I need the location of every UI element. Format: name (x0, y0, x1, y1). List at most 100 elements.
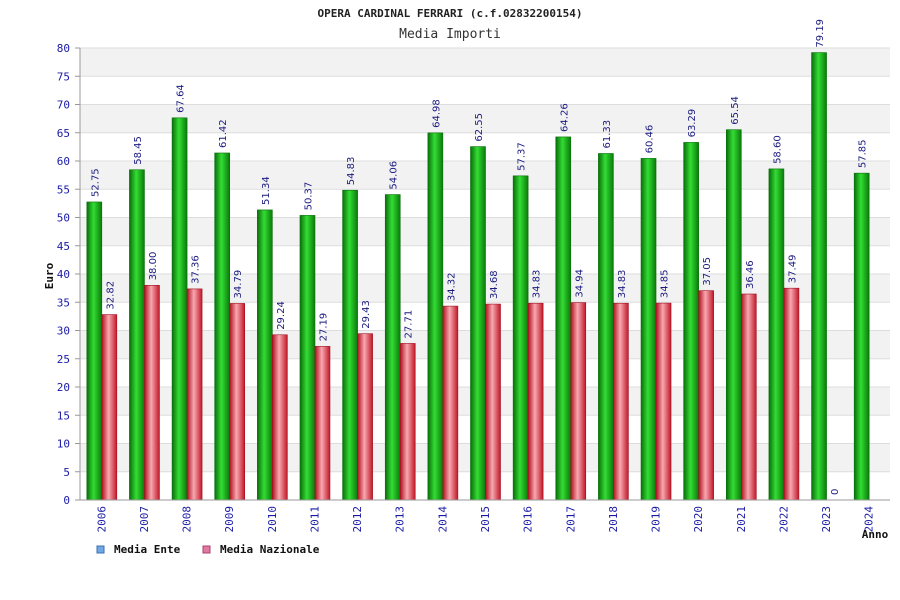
bar-media-nazionale-2010 (272, 334, 288, 501)
bar-media-ente-2008 (171, 117, 188, 501)
bar-media-nazionale-2009 (229, 303, 246, 501)
bar-media-ente-2009 (214, 152, 231, 501)
bar-media-ente-2021 (725, 129, 742, 501)
value-label-media-nazionale-2015: 34.68 (489, 270, 500, 299)
x-tick-label-2006: 2006 (95, 506, 108, 533)
value-label-media-ente-2019: 60.46 (645, 125, 656, 154)
y-tick-label: 55 (57, 183, 70, 196)
value-label-media-nazionale-2012: 29.43 (361, 300, 372, 329)
x-tick-label-2022: 2022 (777, 506, 790, 533)
bar-media-ente-2016 (512, 175, 529, 501)
bar-media-ente-2013 (384, 194, 401, 501)
x-tick-label-2014: 2014 (436, 506, 449, 533)
x-tick-label-2016: 2016 (522, 506, 535, 533)
bar-media-nazionale-2014 (442, 305, 459, 501)
bar-media-nazionale-2012 (357, 333, 373, 501)
value-label-media-nazionale-2009: 34.79 (233, 270, 244, 299)
value-label-media-ente-2023: 79.19 (815, 19, 826, 48)
y-tick-label: 65 (57, 127, 70, 140)
y-tick-label: 5 (63, 466, 70, 479)
y-tick-label: 70 (57, 99, 70, 112)
value-label-media-nazionale-2022: 37.49 (787, 255, 798, 284)
legend-swatch-media-ente (96, 545, 105, 554)
bar-media-ente-2019 (640, 158, 657, 501)
value-label-media-nazionale-2006: 32.82 (105, 281, 116, 310)
legend-label-media-ente: Media Ente (114, 543, 181, 556)
bar-media-nazionale-2015 (485, 303, 501, 501)
x-tick-label-2013: 2013 (394, 506, 407, 533)
bar-media-ente-2020 (683, 142, 699, 501)
bar-media-nazionale-2016 (527, 302, 544, 501)
value-label-media-nazionale-2019: 34.85 (660, 269, 671, 298)
x-axis-ticks: 2006 2007 2008 2009 2010 2011 2012 2013 2014 2015… (95, 506, 875, 533)
value-label-media-nazionale-2013: 27.71 (404, 310, 415, 339)
y-tick-label: 25 (57, 353, 70, 366)
chart-subtitle: Media Importi (399, 27, 501, 42)
value-label-media-ente-2017: 64.26 (559, 103, 570, 132)
y-tick-label: 10 (57, 438, 70, 451)
bar-media-ente-2010 (257, 209, 273, 501)
x-tick-label-2020: 2020 (692, 506, 705, 533)
value-label-media-ente-2024: 57.85 (858, 140, 869, 169)
value-label-media-ente-2014: 64.98 (431, 99, 442, 128)
x-tick-label-2008: 2008 (181, 506, 194, 533)
y-tick-label: 35 (57, 296, 70, 309)
y-axis-label: Euro (43, 262, 56, 289)
x-tick-label-2024: 2024 (863, 506, 876, 533)
value-labels: 52.75 32.82 58.45 38.00 67.64 37.36 61.42 34.79… (90, 19, 868, 495)
bar-media-nazionale-2011 (314, 346, 331, 501)
legend-swatch-media-nazionale (202, 545, 211, 554)
bar-media-nazionale-2017 (570, 302, 587, 501)
value-label-media-nazionale-2010: 29.24 (276, 301, 287, 330)
bar-media-ente-2006 (86, 201, 103, 501)
value-label-media-nazionale-2021: 36.46 (745, 260, 756, 289)
bar-media-ente-2011 (299, 215, 316, 501)
x-tick-label-2023: 2023 (820, 506, 833, 533)
x-tick-label-2009: 2009 (223, 506, 236, 533)
value-label-media-ente-2018: 61.33 (602, 120, 613, 149)
y-tick-label: 15 (57, 409, 70, 422)
value-label-media-ente-2010: 51.34 (261, 176, 272, 205)
bar-media-ente-2012 (342, 189, 358, 501)
bar-media-nazionale-2018 (613, 302, 629, 501)
value-label-media-nazionale-2020: 37.05 (702, 257, 713, 286)
bar-media-nazionale-2006 (101, 314, 118, 501)
chart-title: OPERA CARDINAL FERRARI (c.f.02832200154) (318, 7, 583, 20)
bar-media-nazionale-2019 (655, 302, 672, 501)
bar-media-ente-2017 (555, 136, 572, 501)
value-label-media-nazionale-2016: 34.83 (532, 270, 543, 299)
value-label-media-ente-2006: 52.75 (90, 168, 101, 197)
value-label-media-ente-2011: 50.37 (303, 182, 314, 211)
y-tick-label: 50 (57, 212, 70, 225)
value-label-media-ente-2013: 54.06 (389, 161, 400, 190)
value-label-media-nazionale-2008: 37.36 (191, 255, 202, 284)
value-label-media-ente-2015: 62.55 (474, 113, 485, 142)
value-label-media-nazionale-2017: 34.94 (574, 269, 585, 298)
value-label-media-nazionale-2007: 38.00 (148, 252, 159, 281)
bar-media-ente-2007 (129, 169, 145, 501)
bar-media-nazionale-2020 (698, 290, 714, 501)
value-label-media-ente-2008: 67.64 (176, 84, 187, 113)
bar-media-nazionale-2022 (783, 287, 800, 501)
bar-media-nazionale-2007 (144, 284, 160, 501)
x-tick-label-2015: 2015 (479, 506, 492, 533)
y-tick-label: 75 (57, 70, 70, 83)
legend: Media Ente Media Nazionale (96, 543, 320, 556)
y-tick-label: 20 (57, 381, 70, 394)
x-tick-label-2010: 2010 (266, 506, 279, 533)
value-label-media-ente-2012: 54.83 (346, 157, 357, 186)
y-tick-label: 60 (57, 155, 70, 168)
y-tick-label: 0 (63, 494, 70, 507)
x-tick-label-2021: 2021 (735, 506, 748, 533)
bar-media-ente-2022 (768, 168, 785, 501)
x-tick-label-2018: 2018 (607, 506, 620, 533)
bar-media-ente-2024 (853, 172, 870, 501)
bar-media-nazionale-2013 (399, 343, 416, 501)
bar-media-ente-2018 (598, 153, 614, 501)
x-tick-label-2012: 2012 (351, 506, 364, 533)
value-label-media-ente-2022: 58.60 (772, 135, 783, 164)
bar-media-nazionale-2021 (740, 293, 757, 501)
bar-media-ente-2015 (470, 146, 486, 501)
x-tick-label-2011: 2011 (308, 506, 321, 533)
